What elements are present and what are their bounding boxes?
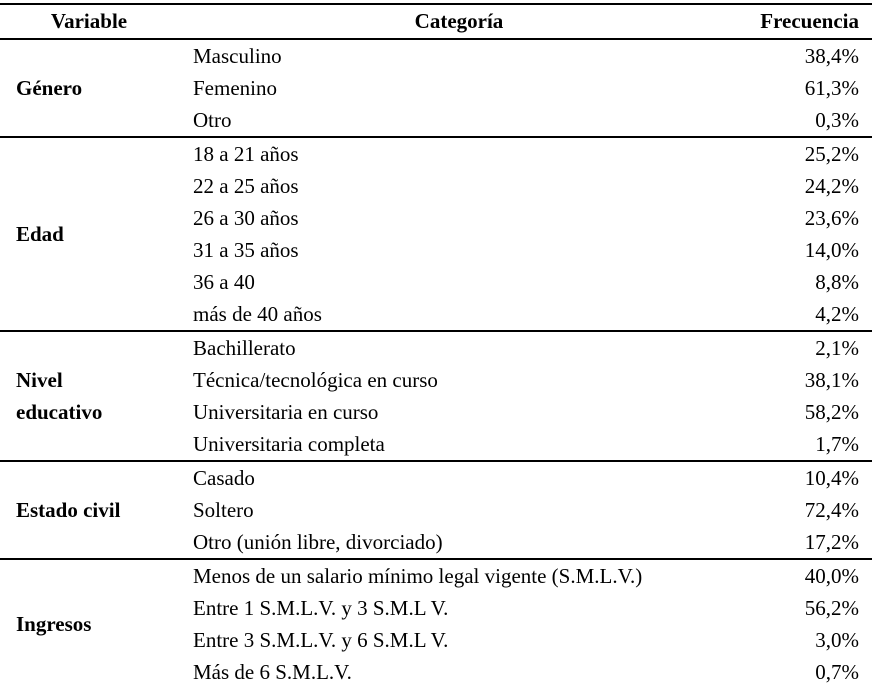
frecuencia-cell: 4,2% <box>815 302 859 326</box>
categoria-cell: Técnica/tecnológica en curso <box>193 368 438 392</box>
table-row: Otro 0,3% <box>0 104 872 137</box>
group-estado-civil: Estado civil Casado 10,4% Soltero 72,4% … <box>0 461 872 559</box>
categoria-cell: Otro (unión libre, divorciado) <box>193 530 443 554</box>
table-row: Nivel educativo Bachillerato 2,1% <box>0 331 872 424</box>
group-ingresos: Ingresos Menos de un salario mínimo lega… <box>0 559 872 687</box>
categoria-cell: Soltero <box>193 498 254 522</box>
table-row: Entre 3 S.M.L.V. y 6 S.M.L V. 3,0% <box>0 624 872 656</box>
frecuencia-cell: 17,2% <box>804 530 859 554</box>
frecuencia-cell: 56,2% <box>804 596 859 620</box>
header-row: Variable Categoría Frecuencia <box>0 4 872 40</box>
frecuencia-cell: 24,2% <box>804 174 859 198</box>
categoria-cell: Bachillerato <box>193 336 296 360</box>
frecuencia-cell: 61,3% <box>804 76 859 100</box>
table-row: Más de 6 S.M.L.V. 0,7% <box>0 656 872 687</box>
frecuencia-cell: 25,2% <box>804 142 859 166</box>
frecuencia-cell: 23,6% <box>804 206 859 230</box>
frecuencia-cell: 3,0% <box>815 628 859 652</box>
variable-label-ingresos: Ingresos <box>16 612 92 636</box>
table-row: Femenino 61,3% <box>0 72 872 104</box>
frecuencia-cell: 0,3% <box>815 108 859 132</box>
categoria-cell: Casado <box>193 466 255 490</box>
frecuencia-cell: 38,1% <box>804 368 859 392</box>
header-categoria: Categoría <box>178 4 740 40</box>
categoria-cell: 22 a 25 años <box>193 174 299 198</box>
group-genero: Género Masculino 38,4% Femenino 61,3% Ot… <box>0 39 872 137</box>
variable-label-estado-civil: Estado civil <box>16 498 121 522</box>
categoria-cell: Otro <box>193 108 232 132</box>
table-row: Edad 18 a 21 años 25,2% <box>0 137 872 246</box>
group-edad: Edad 18 a 21 años 25,2% 22 a 25 años 24,… <box>0 137 872 331</box>
header-variable: Variable <box>0 4 178 40</box>
categoria-cell: Masculino <box>193 44 282 68</box>
categoria-cell: más de 40 años <box>193 302 322 326</box>
table-row: 31 a 35 años 14,0% <box>0 234 872 266</box>
table-row: Género Masculino 38,4% <box>0 39 872 100</box>
group-nivel-educativo: Nivel educativo Bachillerato 2,1% Técnic… <box>0 331 872 461</box>
frecuencia-cell: 58,2% <box>804 400 859 424</box>
categoria-cell: Entre 1 S.M.L.V. y 3 S.M.L V. <box>193 596 449 620</box>
demographics-table: Variable Categoría Frecuencia Género Mas… <box>0 3 872 687</box>
table-row: Soltero 72,4% <box>0 494 872 526</box>
header-frecuencia: Frecuencia <box>740 4 872 40</box>
variable-label-genero: Género <box>16 76 83 100</box>
categoria-cell: 26 a 30 años <box>193 206 299 230</box>
categoria-cell: 31 a 35 años <box>193 238 299 262</box>
variable-label-nivel-educativo: Nivel educativo <box>16 368 103 424</box>
categoria-cell: Femenino <box>193 76 277 100</box>
categoria-cell: Universitaria en curso <box>193 400 379 424</box>
table-row: Universitaria en curso 58,2% <box>0 396 872 428</box>
categoria-cell: Más de 6 S.M.L.V. <box>193 660 352 684</box>
categoria-cell: 18 a 21 años <box>193 142 299 166</box>
table-row: 36 a 40 8,8% <box>0 266 872 298</box>
table-row: más de 40 años 4,2% <box>0 298 872 331</box>
frecuencia-cell: 14,0% <box>804 238 859 262</box>
table-row: Técnica/tecnológica en curso 38,1% <box>0 364 872 396</box>
frecuencia-cell: 72,4% <box>804 498 859 522</box>
frecuencia-cell: 0,7% <box>815 660 859 684</box>
frecuencia-cell: 10,4% <box>804 466 859 490</box>
frecuencia-cell: 1,7% <box>815 432 859 456</box>
frecuencia-cell: 8,8% <box>815 270 859 294</box>
table-row: 22 a 25 años 24,2% <box>0 170 872 202</box>
frecuencia-cell: 38,4% <box>804 44 859 68</box>
frecuencia-cell: 40,0% <box>804 564 859 588</box>
table-row: Otro (unión libre, divorciado) 17,2% <box>0 526 872 559</box>
table-row: Universitaria completa 1,7% <box>0 428 872 461</box>
table-row: 26 a 30 años 23,6% <box>0 202 872 234</box>
frecuencia-cell: 2,1% <box>815 336 859 360</box>
categoria-cell: Universitaria completa <box>193 432 385 456</box>
table-row: Estado civil Casado 10,4% <box>0 461 872 522</box>
categoria-cell: 36 a 40 <box>193 270 255 294</box>
categoria-cell: Entre 3 S.M.L.V. y 6 S.M.L V. <box>193 628 449 652</box>
variable-label-edad: Edad <box>16 222 64 246</box>
categoria-cell: Menos de un salario mínimo legal vigente… <box>193 564 643 588</box>
table-row: Ingresos Menos de un salario mínimo lega… <box>0 559 872 636</box>
table-row: Entre 1 S.M.L.V. y 3 S.M.L V. 56,2% <box>0 592 872 624</box>
